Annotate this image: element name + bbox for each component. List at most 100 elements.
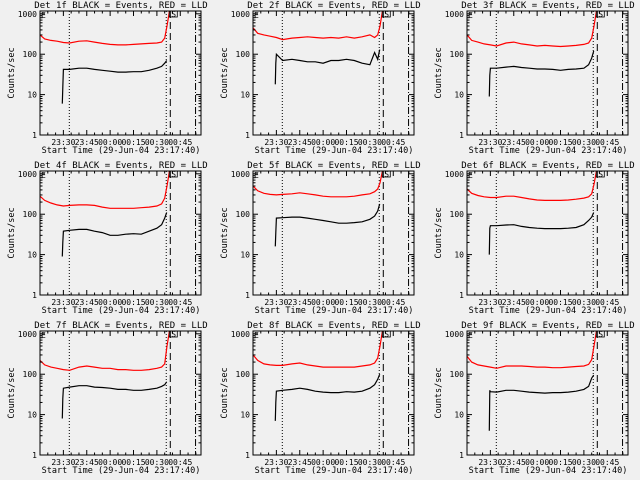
y-tick-label: 10 <box>240 411 250 420</box>
lld-series-red <box>39 10 171 46</box>
marker-e-label: E <box>41 171 46 180</box>
x-tick-label: 00:00 <box>98 138 122 147</box>
x-tick-label: 00:15 <box>121 298 145 307</box>
marker-box <box>381 10 391 18</box>
events-series-black <box>274 49 381 85</box>
panel-det-3: Det 3f BLACK = Events, RED = LLD Start Ti… <box>434 1 635 156</box>
panel-title: Det 9f BLACK = Events, RED = LLD <box>461 321 634 331</box>
x-tick-label: 23:45 <box>502 298 526 307</box>
x-tick-label: 00:30 <box>145 458 169 467</box>
y-tick-label: 100 <box>23 370 38 379</box>
x-tick-label: 00:45 <box>381 298 405 307</box>
marker-e-label: E <box>468 331 473 340</box>
plot-frame <box>466 170 629 296</box>
x-tick-label: 00:15 <box>121 458 145 467</box>
x-tick-label: 23:45 <box>75 458 99 467</box>
y-axis-label: Counts/sec <box>220 207 230 258</box>
panel-det-8: Det 8f BLACK = Events, RED = LLD Start Ti… <box>220 321 421 476</box>
x-tick-label: 00:45 <box>595 138 619 147</box>
y-axis-label: Counts/sec <box>220 367 230 418</box>
marker-e-label: E <box>254 331 259 340</box>
y-tick-label: 100 <box>23 50 38 59</box>
x-tick-label: 00:30 <box>145 138 169 147</box>
lld-series-red <box>466 10 598 48</box>
x-tick-label: 23:45 <box>75 298 99 307</box>
y-tick-label: 1 <box>459 131 464 140</box>
y-tick-label: 1000 <box>231 170 250 179</box>
panel-det-4: Det 4f BLACK = Events, RED = LLD Start Ti… <box>7 161 208 316</box>
marker-box <box>168 10 178 18</box>
marker-e-label: E <box>468 171 473 180</box>
x-tick-label: 00:15 <box>548 298 572 307</box>
marker-e-label: E <box>41 331 46 340</box>
x-axis-label: Start Time (29-Jun-04 23:17:40) <box>255 466 414 476</box>
marker-s-label: S <box>171 10 176 19</box>
x-tick-label: 00:45 <box>381 138 405 147</box>
lld-series-red <box>466 170 598 201</box>
y-tick-label: 10 <box>27 251 37 260</box>
marker-e-label: E <box>254 11 259 20</box>
x-tick-label: 00:15 <box>334 298 358 307</box>
x-tick-label: 23:30 <box>264 458 288 467</box>
x-tick-label: 00:15 <box>548 458 572 467</box>
events-series-black <box>274 203 381 247</box>
x-axis-label: Start Time (29-Jun-04 23:17:40) <box>255 146 414 156</box>
x-tick-label: 00:30 <box>572 298 596 307</box>
lld-series-red <box>252 170 384 198</box>
y-tick-label: 100 <box>236 370 251 379</box>
panel-det-7: Det 7f BLACK = Events, RED = LLD Start Ti… <box>7 321 208 476</box>
panel-title: Det 2f BLACK = Events, RED = LLD <box>247 1 420 11</box>
y-axis-label: Counts/sec <box>434 207 444 258</box>
x-tick-label: 00:30 <box>358 298 382 307</box>
plot-frame <box>252 330 415 456</box>
x-tick-label: 00:15 <box>334 458 358 467</box>
panel-title: Det 6f BLACK = Events, RED = LLD <box>461 161 634 171</box>
panel-title: Det 4f BLACK = Events, RED = LLD <box>34 161 207 171</box>
marker-s-label: S <box>598 10 603 19</box>
panel-title: Det 7f BLACK = Events, RED = LLD <box>34 321 207 331</box>
plot-frame <box>466 330 629 456</box>
y-axis-label: Counts/sec <box>220 47 230 98</box>
marker-box <box>381 170 391 178</box>
y-tick-label: 10 <box>240 91 250 100</box>
events-series-black <box>488 50 595 97</box>
x-axis-label: Start Time (29-Jun-04 23:17:40) <box>469 146 628 156</box>
events-series-black <box>488 212 595 255</box>
y-axis-label: Counts/sec <box>7 207 17 258</box>
x-axis-label: Start Time (29-Jun-04 23:17:40) <box>42 146 201 156</box>
y-tick-label: 1000 <box>18 330 37 339</box>
x-axis-label: Start Time (29-Jun-04 23:17:40) <box>255 306 414 316</box>
x-tick-label: 23:45 <box>502 138 526 147</box>
x-tick-label: 00:15 <box>121 138 145 147</box>
marker-box <box>595 10 605 18</box>
marker-box <box>595 170 605 178</box>
x-tick-label: 00:30 <box>358 138 382 147</box>
x-tick-label: 00:45 <box>168 298 192 307</box>
marker-s-label: S <box>171 330 176 339</box>
plot-frame <box>39 10 202 136</box>
x-tick-label: 00:00 <box>311 458 335 467</box>
panel-det-6: Det 6f BLACK = Events, RED = LLD Start Ti… <box>434 161 635 316</box>
y-tick-label: 1 <box>32 131 37 140</box>
x-tick-label: 23:30 <box>478 138 502 147</box>
x-axis-label: Start Time (29-Jun-04 23:17:40) <box>469 306 628 316</box>
y-tick-label: 1000 <box>445 170 464 179</box>
marker-s-label: S <box>384 170 389 179</box>
x-tick-label: 23:45 <box>75 138 99 147</box>
x-axis-label: Start Time (29-Jun-04 23:17:40) <box>42 466 201 476</box>
y-tick-label: 1 <box>245 131 250 140</box>
y-tick-label: 100 <box>450 50 465 59</box>
panel-title: Det 8f BLACK = Events, RED = LLD <box>247 321 420 331</box>
x-tick-label: 00:30 <box>572 458 596 467</box>
x-tick-label: 00:45 <box>595 458 619 467</box>
y-tick-label: 1 <box>245 451 250 460</box>
events-series-black <box>274 373 381 421</box>
marker-s-label: S <box>384 330 389 339</box>
y-tick-label: 10 <box>454 251 464 260</box>
y-tick-label: 100 <box>450 210 465 219</box>
events-series-black <box>61 60 168 104</box>
panel-det-2: Det 2f BLACK = Events, RED = LLD Start Ti… <box>220 1 421 156</box>
y-axis-label: Counts/sec <box>434 367 444 418</box>
marker-box <box>168 170 178 178</box>
